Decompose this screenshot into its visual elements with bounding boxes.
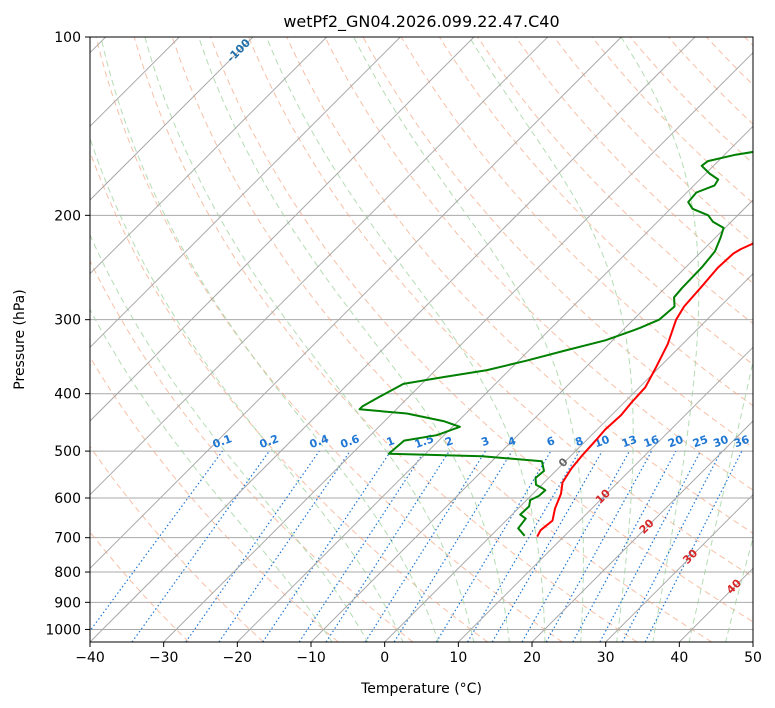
y-tick-label: 100 [54, 30, 81, 46]
isotherm [384, 272, 753, 642]
moist-adiabat [725, 536, 753, 642]
mixing-ratio-line [185, 450, 320, 642]
dry-adiabat [400, 37, 753, 407]
x-tick-label: 10 [449, 650, 467, 666]
mixing-ratio-line [466, 450, 580, 642]
mixing-ratio-line [325, 450, 450, 642]
y-tick-label: 900 [54, 595, 81, 611]
isotherm [90, 37, 696, 642]
isotherm [457, 346, 753, 642]
moist-adiabat [144, 37, 475, 642]
dry-adiabat [248, 37, 753, 578]
dry-adiabat [171, 37, 712, 642]
plot-frame [89, 36, 754, 643]
y-tick-label: 200 [54, 208, 81, 224]
isotherm [163, 51, 753, 642]
mixing-ratio-line [521, 450, 631, 642]
y-tick-label: 500 [54, 444, 81, 460]
isotherm [90, 37, 254, 201]
moist-adiabat [198, 37, 510, 642]
dry-adiabat [95, 37, 563, 642]
isotherm [752, 641, 753, 642]
x-tick-label: −20 [223, 650, 253, 666]
mixing-ratio-line [435, 450, 552, 642]
y-tick-label: 600 [54, 491, 81, 507]
mixing-ratio-label: 0.2 [258, 432, 281, 451]
dewpoint-line [358, 150, 753, 537]
plot-background [90, 37, 753, 642]
moist-adiabat [265, 37, 546, 642]
x-axis-label: Temperature (°C) [360, 681, 482, 697]
mixing-ratio-line [393, 450, 513, 642]
mixing-ratio-label: 0.4 [308, 432, 331, 451]
moist-adiabat [90, 308, 333, 642]
mixing-ratio-label: 13 [620, 433, 639, 450]
dry-adiabat [770, 24, 775, 642]
x-tick-label: 20 [523, 650, 541, 666]
moist-adiabat [90, 233, 369, 642]
mixing-ratio-label: 1 [385, 434, 397, 449]
mixing-ratio-label: 4 [506, 434, 518, 449]
mixing-ratio-label: 2 [443, 434, 455, 449]
chart-title: wetPf2_GN04.2026.099.22.47.C40 [283, 12, 559, 32]
mixing-ratio-label: 3 [479, 434, 491, 449]
dry-adiabat [209, 37, 753, 623]
mixing-ratio-label: 8 [573, 434, 585, 449]
x-tick-label: 30 [597, 650, 615, 666]
dry-adiabat [90, 356, 339, 642]
mixing-ratio-label: 0.6 [339, 432, 362, 451]
dry-adiabat [324, 37, 753, 491]
mixing-ratio-label: 16 [642, 433, 661, 451]
isotherm [310, 199, 753, 642]
y-tick-label: 1000 [45, 622, 81, 638]
mixing-ratio-label: 0.1 [211, 432, 234, 451]
isotherm [236, 125, 753, 642]
y-axis: 1000 900 800 700 600 500 400 300 200 100 [45, 30, 90, 638]
dry-adiabat [133, 37, 638, 642]
y-axis-label: Pressure (hPa) [12, 289, 28, 389]
dry-adiabat [286, 37, 753, 534]
x-tick-label: −10 [296, 650, 326, 666]
x-tick-label: 0 [380, 650, 389, 666]
temperature-line [536, 242, 753, 538]
moist-adiabat [100, 37, 440, 642]
y-tick-label: 800 [54, 565, 81, 581]
y-tick-label: 700 [54, 531, 81, 547]
moist-adiabat [620, 37, 700, 642]
y-tick-label: 400 [54, 387, 81, 403]
mixing-ratio-label: 6 [545, 434, 557, 449]
x-tick-label: −30 [149, 650, 179, 666]
x-tick-label: 40 [670, 650, 688, 666]
moist-adiabat [90, 136, 404, 642]
x-axis: −40 −30 −20 −10 0 10 20 30 40 50 [75, 642, 762, 666]
mixing-ratio-line [491, 450, 603, 642]
isotherm [90, 37, 328, 275]
mixing-ratio-line [572, 450, 677, 642]
x-tick-label: 50 [744, 650, 762, 666]
isotherm [605, 493, 753, 642]
mixing-ratio-line [218, 450, 351, 642]
isotherm [90, 37, 475, 422]
isotherm [90, 37, 622, 570]
mixing-ratio-label: 36 [732, 433, 751, 451]
mixing-ratio-label: 25 [691, 433, 710, 450]
profiles [358, 150, 753, 538]
x-tick-label: −40 [75, 650, 105, 666]
y-tick-label: 300 [54, 313, 81, 329]
moist-adiabat [688, 358, 753, 642]
dry-adiabat [90, 150, 488, 642]
dry-adiabat [90, 445, 264, 642]
isotherm [90, 37, 401, 349]
mixing-ratio-line [364, 450, 486, 642]
moist-adiabat [468, 37, 634, 642]
dry-adiabat [362, 37, 753, 449]
isotherm [90, 37, 549, 496]
isotherm [531, 420, 753, 642]
mixing-ratio-label: 30 [711, 433, 730, 451]
mixing-ratio-label: 20 [666, 433, 685, 451]
dry-adiabat [438, 37, 753, 366]
background-lines [90, 24, 775, 642]
